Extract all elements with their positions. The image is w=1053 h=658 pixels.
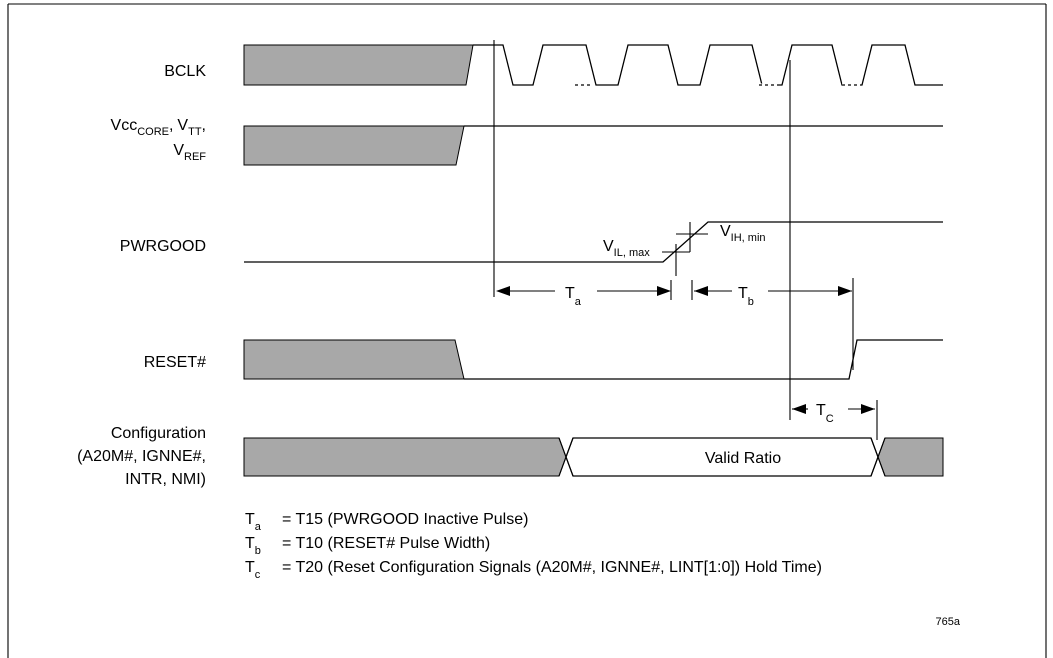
tc-dimension [792, 404, 875, 414]
tc-arrowhead-left [792, 404, 806, 414]
config-label-line1: Configuration [111, 425, 206, 442]
vih-min-label: VIH, min [720, 223, 766, 244]
tb-arrowhead-left [694, 286, 708, 296]
valid-ratio-label: Valid Ratio [705, 450, 781, 467]
legend-tc-text: = T20 (Reset Configuration Signals (A20M… [282, 559, 822, 576]
vcc-comma-2: , [202, 117, 206, 134]
vih-sub: IH, min [731, 232, 766, 244]
ta-sub: a [575, 296, 582, 308]
tc-label: TC [816, 402, 834, 425]
reset-waveform [243, 339, 943, 380]
pwrgood-label: PWRGOOD [120, 238, 206, 255]
config-waveform [243, 437, 944, 477]
tc-arrowhead-right [861, 404, 875, 414]
bclk-label: BCLK [164, 63, 206, 80]
vil-base: V [603, 238, 614, 255]
vcc-core-sub: CORE [137, 126, 169, 138]
reset-label: RESET# [144, 354, 206, 371]
tc-sub: C [826, 413, 834, 425]
legend-tc-symbol: Tc [245, 559, 261, 581]
config-cross-2b [870, 437, 886, 477]
legend-tc-base: T [245, 559, 255, 576]
vref-label: VREF [173, 142, 206, 163]
vcc-comma-1: , [169, 117, 173, 134]
vil-sub: IL, max [614, 247, 651, 259]
figure-id: 765a [936, 616, 961, 628]
legend-ta-text: = T15 (PWRGOOD Inactive Pulse) [282, 511, 528, 528]
tb-arrowhead-right [838, 286, 852, 296]
ta-label: Ta [565, 285, 582, 308]
config-invalid-region-1 [243, 437, 567, 477]
bclk-undefined-region [243, 44, 474, 86]
ta-base: T [565, 285, 575, 302]
tb-sub: b [748, 296, 754, 308]
legend: Ta = T15 (PWRGOOD Inactive Pulse) Tb = T… [245, 511, 822, 581]
ta-arrowhead-left [496, 286, 510, 296]
vtt-sub: TT [188, 126, 202, 138]
legend-tb-sub: b [255, 545, 261, 557]
ta-arrowhead-right [657, 286, 671, 296]
legend-ta-base: T [245, 511, 255, 528]
reset-undefined-region [243, 339, 465, 380]
pwrgood-waveform [244, 221, 943, 276]
legend-ta-symbol: Ta [245, 511, 262, 533]
vcc-waveform [243, 125, 943, 166]
config-cross-1b [558, 437, 574, 477]
legend-tb-text: = T10 (RESET# Pulse Width) [282, 535, 490, 552]
vref-sub: REF [184, 151, 206, 163]
legend-tb-base: T [245, 535, 255, 552]
vih-base: V [720, 223, 731, 240]
vcc-label: VccCORE, VTT, [111, 117, 206, 138]
config-label-line2: (A20M#, IGNNE#, [77, 448, 206, 465]
config-invalid-region-2 [877, 437, 944, 477]
figure-frame [7, 3, 1047, 658]
tb-base: T [738, 285, 748, 302]
config-label-line3: INTR, NMI) [125, 471, 206, 488]
reset-line [464, 339, 943, 380]
ta-dimension [496, 280, 672, 300]
tb-label: Tb [738, 285, 754, 308]
bclk-waveform [243, 44, 943, 87]
tb-dimension [691, 280, 852, 300]
vil-max-label: VIL, max [603, 238, 650, 259]
vcc-base: Vcc [111, 117, 138, 134]
vcc-ramp-region [243, 125, 465, 166]
bclk-clock-line [473, 44, 943, 86]
legend-tb-symbol: Tb [245, 535, 261, 557]
vref-base: V [173, 142, 184, 159]
vtt-base: V [177, 117, 188, 134]
legend-ta-sub: a [255, 521, 262, 533]
tc-base: T [816, 402, 826, 419]
pwrgood-line [244, 221, 943, 263]
legend-tc-sub: c [255, 569, 261, 581]
